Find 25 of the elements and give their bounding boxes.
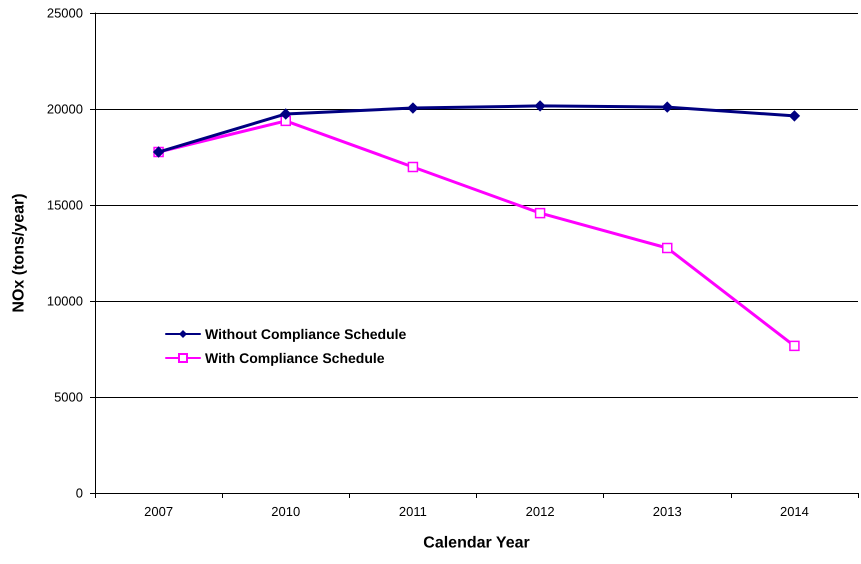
point [662,102,673,113]
y-tick-label: 15000 [46,198,83,212]
x-tick-label: 2007 [144,504,174,519]
y-tick-label: 20000 [46,102,83,116]
y-tick-label: 5000 [54,390,83,404]
x-tick-label: 2014 [780,504,809,519]
x-tick-label: 2010 [271,504,300,519]
point [407,102,418,114]
y-tick-label: 25000 [46,6,83,20]
point [280,108,292,120]
point [662,242,672,254]
y-axis-title: NOx (tons/year) [10,193,28,313]
x-tick-label: 2011 [398,504,427,519]
point [408,162,418,172]
legend-label: Without Compliance Schedule [205,326,407,342]
y-tick-label: 10000 [46,294,83,308]
x-tick-label: 2012 [526,504,555,519]
legend-label: With Compliance Schedule [205,350,385,366]
point [788,110,800,122]
x-axis-title: Calendar Year [423,534,530,552]
point [789,340,800,352]
point [534,208,546,218]
y-tick-label: 0 [76,486,83,500]
x-tick-label: 2013 [652,504,682,519]
point [534,100,546,112]
